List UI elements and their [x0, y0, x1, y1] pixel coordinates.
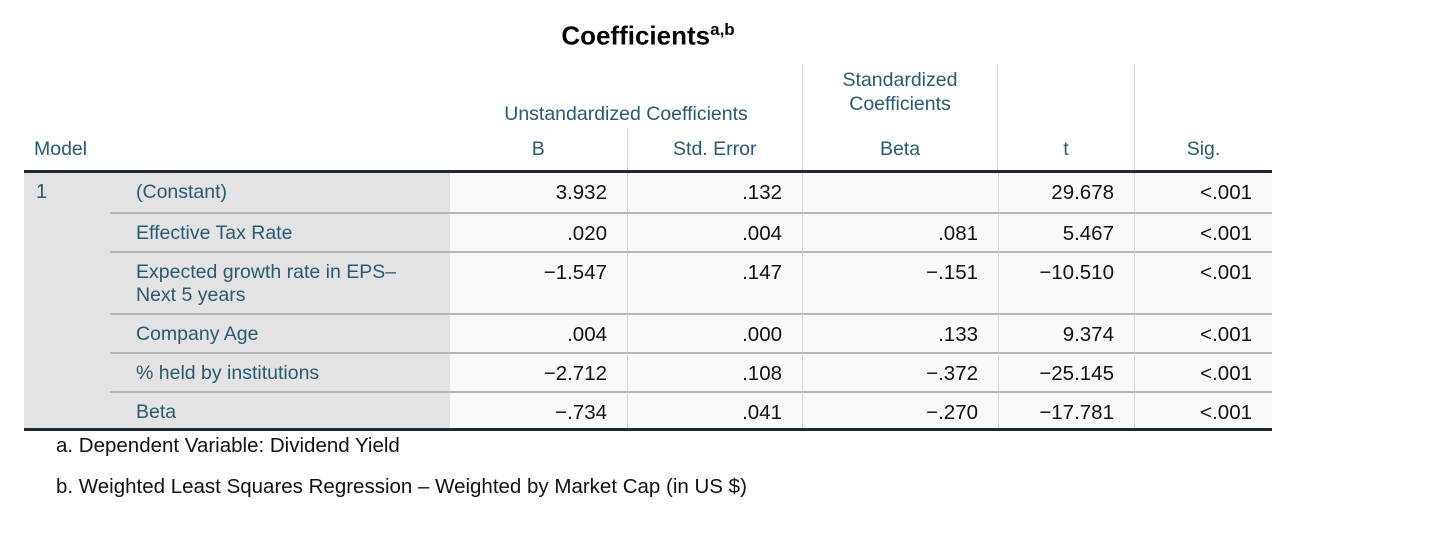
column-header-model: Model	[34, 138, 88, 160]
cell-std-error: .147	[627, 251, 802, 313]
table-body: 1 (Constant) 3.932 .132 29.678 <.001 Eff…	[24, 170, 1272, 431]
model-number-cell: 1	[24, 173, 110, 428]
cell-b: −2.712	[450, 352, 627, 391]
cell-std-error: .108	[627, 352, 802, 391]
column-header-beta: Beta	[879, 137, 921, 160]
column-group-unstandardized-label: Unstandardized Coefficients	[504, 103, 748, 125]
row-label-pct-held-by-institutions: % held by institutions	[110, 352, 450, 391]
column-header-sig-label: Sig.	[1186, 137, 1221, 160]
row-label-effective-tax-rate: Effective Tax Rate	[110, 212, 450, 251]
cell-beta: .081	[802, 212, 998, 251]
cell-sig: <.001	[1134, 352, 1272, 391]
table-header: Model Unstandardized Coefficients B Std.…	[24, 64, 1272, 170]
footnote-b: b. Weighted Least Squares Regression – W…	[56, 475, 747, 498]
table-title-text: Coefficients	[561, 20, 711, 51]
row-label-expected-growth-rate: Expected growth rate in EPS– Next 5 year…	[110, 251, 450, 313]
cell-t: 5.467	[998, 212, 1134, 251]
cell-sig: <.001	[1134, 313, 1272, 352]
column-header-t-label: t	[1063, 137, 1069, 160]
cell-b: .020	[450, 212, 627, 251]
cell-beta: −.372	[802, 352, 998, 391]
cell-t: 9.374	[998, 313, 1134, 352]
table-title: Coefficientsa,b	[24, 20, 1272, 52]
row-label-beta: Beta	[110, 391, 450, 428]
unstandardized-subheaders: B Std. Error	[450, 128, 802, 170]
cell-std-error: .004	[627, 212, 802, 251]
cell-beta	[802, 173, 998, 212]
cell-t: −17.781	[998, 391, 1134, 428]
cell-std-error: .041	[627, 391, 802, 428]
cell-beta: .133	[802, 313, 998, 352]
cell-sig: <.001	[1134, 212, 1272, 251]
column-group-standardized: Standardized Coefficients Beta	[802, 64, 998, 170]
cell-t: 29.678	[998, 173, 1134, 212]
table-footnotes: a. Dependent Variable: Dividend Yield b.…	[56, 434, 747, 516]
column-group-unstandardized: Unstandardized Coefficients B Std. Error	[450, 64, 802, 170]
cell-sig: <.001	[1134, 173, 1272, 212]
cell-t: −10.510	[998, 251, 1134, 313]
cell-t: −25.145	[998, 352, 1134, 391]
row-label-constant: (Constant)	[110, 173, 450, 212]
row-label-company-age: Company Age	[110, 313, 450, 352]
column-header-std-error: Std. Error	[626, 128, 803, 170]
cell-b: .004	[450, 313, 627, 352]
cell-beta: −.151	[802, 251, 998, 313]
cell-sig: <.001	[1134, 391, 1272, 428]
cell-b: 3.932	[450, 173, 627, 212]
table-title-footnote-marks: a,b	[710, 20, 735, 39]
column-header-t: t	[998, 64, 1134, 170]
footnote-a: a. Dependent Variable: Dividend Yield	[56, 434, 400, 457]
cell-std-error: .132	[627, 173, 802, 212]
column-header-b: B	[531, 137, 545, 160]
column-group-standardized-label: Standardized Coefficients	[842, 69, 958, 116]
cell-sig: <.001	[1134, 251, 1272, 313]
cell-std-error: .000	[627, 313, 802, 352]
cell-b: −.734	[450, 391, 627, 428]
coefficients-table: Model Unstandardized Coefficients B Std.…	[24, 64, 1272, 431]
column-header-sig: Sig.	[1134, 64, 1272, 170]
cell-b: −1.547	[450, 251, 627, 313]
cell-beta: −.270	[802, 391, 998, 428]
